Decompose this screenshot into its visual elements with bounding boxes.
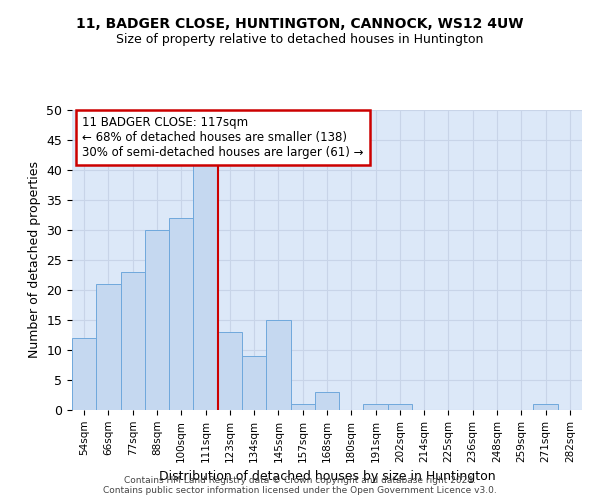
Bar bbox=[169, 218, 193, 410]
Bar bbox=[193, 164, 218, 410]
Bar bbox=[242, 356, 266, 410]
Bar bbox=[218, 332, 242, 410]
Bar bbox=[364, 404, 388, 410]
Bar bbox=[266, 320, 290, 410]
Bar bbox=[96, 284, 121, 410]
Bar bbox=[72, 338, 96, 410]
Text: 11 BADGER CLOSE: 117sqm
← 68% of detached houses are smaller (138)
30% of semi-d: 11 BADGER CLOSE: 117sqm ← 68% of detache… bbox=[82, 116, 364, 159]
Bar bbox=[290, 404, 315, 410]
Text: Contains HM Land Registry data © Crown copyright and database right 2024.: Contains HM Land Registry data © Crown c… bbox=[124, 476, 476, 485]
Text: Size of property relative to detached houses in Huntington: Size of property relative to detached ho… bbox=[116, 32, 484, 46]
Y-axis label: Number of detached properties: Number of detached properties bbox=[28, 162, 41, 358]
Bar bbox=[388, 404, 412, 410]
Bar bbox=[145, 230, 169, 410]
Bar bbox=[121, 272, 145, 410]
Text: Contains public sector information licensed under the Open Government Licence v3: Contains public sector information licen… bbox=[103, 486, 497, 495]
X-axis label: Distribution of detached houses by size in Huntington: Distribution of detached houses by size … bbox=[158, 470, 496, 483]
Bar bbox=[533, 404, 558, 410]
Bar bbox=[315, 392, 339, 410]
Text: 11, BADGER CLOSE, HUNTINGTON, CANNOCK, WS12 4UW: 11, BADGER CLOSE, HUNTINGTON, CANNOCK, W… bbox=[76, 18, 524, 32]
